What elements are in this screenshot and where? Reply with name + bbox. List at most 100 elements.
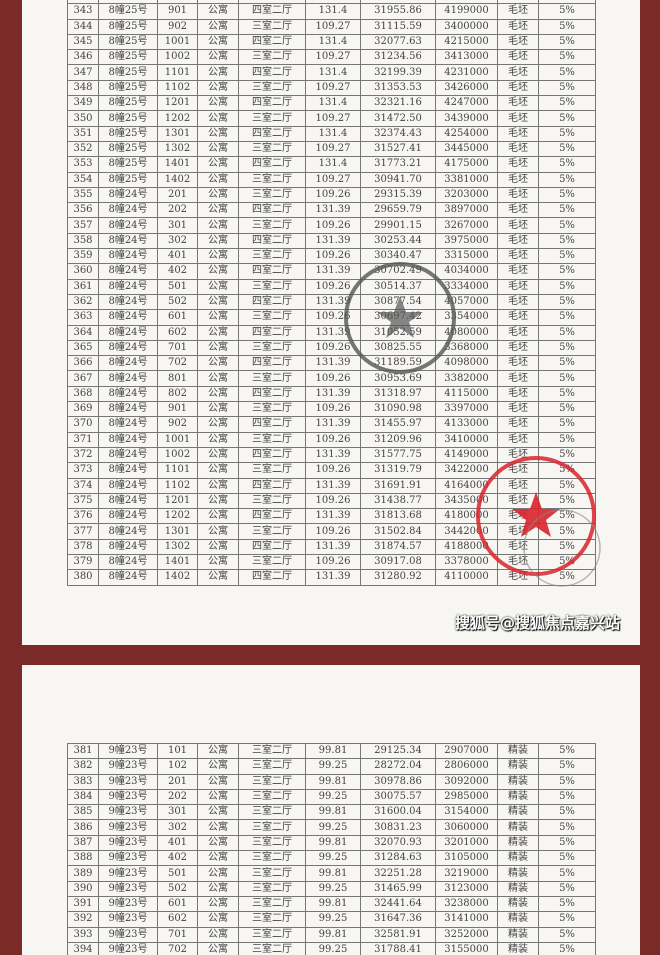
table-row: 348 8幢25号 1102 公寓 三室二厅 109.27 31353.53 3426000 毛… [67,79,596,97]
layout-cell: 三室二厅 [238,911,306,928]
layout-cell: 四室二厅 [238,95,306,112]
total-price-cell: 3105000 [435,850,498,867]
room-cell: 301 [157,804,198,821]
table-row: 351 8幢25号 1301 公寓 四室二厅 131.4 32374.43 4254000 毛坯… [67,125,596,142]
room-cell: 202 [157,202,198,219]
row-number-cell: 352 [67,140,99,158]
building-cell: 9幢23号 [98,926,158,943]
row-number-cell: 373 [67,462,99,479]
layout-cell: 三室二厅 [238,110,306,127]
ratio-cell: 5% [538,202,596,219]
area-cell: 99.25 [305,788,361,806]
decoration-cell: 毛坯 [497,492,539,510]
layout-cell: 四室二厅 [238,416,306,433]
table-row: 383 9幢23号 201 公寓 三室二厅 99.81 30978.86 3092000 精装 5… [67,773,596,790]
total-price-cell: 4254000 [435,125,498,142]
total-price-cell: 3141000 [435,911,498,928]
building-cell: 8幢25号 [98,95,158,112]
table-row: 359 8幢24号 401 公寓 三室二厅 109.26 30340.47 3315000 毛坯… [67,248,596,265]
row-number-cell: 386 [67,819,99,836]
ratio-cell: 5% [538,263,596,280]
decoration-cell: 毛坯 [497,339,539,357]
total-price-cell: 3413000 [435,49,498,66]
unit-price-cell: 30697.42 [360,309,436,326]
row-number-cell: 384 [67,788,99,806]
total-price-cell: 3092000 [435,773,498,790]
layout-cell: 三室二厅 [238,850,306,867]
room-cell: 201 [157,186,198,204]
room-cell: 501 [157,865,198,882]
decoration-cell: 毛坯 [497,416,539,433]
unit-price-cell: 31788.41 [360,941,436,955]
area-cell: 109.26 [305,431,361,448]
building-cell: 8幢24号 [98,309,158,326]
building-cell: 8幢24号 [98,462,158,479]
row-number-cell: 393 [67,926,99,943]
ratio-cell: 5% [538,217,596,234]
building-cell: 8幢24号 [98,248,158,265]
property-type-cell: 公寓 [197,64,239,81]
ratio-cell: 5% [538,18,596,35]
room-cell: 502 [157,880,198,897]
total-price-cell: 3201000 [435,834,498,852]
total-price-cell: 4215000 [435,33,498,51]
ratio-cell: 5% [538,140,596,158]
area-cell: 99.81 [305,773,361,790]
decoration-cell: 毛坯 [497,3,539,20]
property-type-cell: 公寓 [197,431,239,448]
room-cell: 702 [157,355,198,372]
table-row: 392 9幢23号 602 公寓 三室二厅 99.25 31647.36 3141000 精装 5… [67,911,596,928]
row-number-cell: 375 [67,492,99,510]
property-type-cell: 公寓 [197,523,239,540]
unit-price-cell: 30825.55 [360,339,436,357]
total-price-cell: 3400000 [435,18,498,35]
building-cell: 8幢24号 [98,385,158,403]
decoration-cell: 毛坯 [497,370,539,387]
layout-cell: 三室二厅 [238,462,306,479]
decoration-cell: 毛坯 [497,508,539,525]
room-cell: 601 [157,895,198,913]
row-number-cell: 346 [67,49,99,66]
building-cell: 8幢24号 [98,416,158,433]
decoration-cell: 精装 [497,804,539,821]
ratio-cell: 5% [538,293,596,311]
building-cell: 9幢23号 [98,834,158,852]
decoration-cell: 毛坯 [497,202,539,219]
property-type-cell: 公寓 [197,33,239,51]
total-price-cell: 3154000 [435,804,498,821]
area-cell: 131.39 [305,446,361,464]
table-row: 394 9幢23号 702 公寓 三室二厅 99.25 31788.41 3155000 精装 5… [67,941,596,955]
table-row: 367 8幢24号 801 公寓 三室二厅 109.26 30953.69 3382000 毛坯… [67,370,596,387]
unit-price-cell: 31438.77 [360,492,436,510]
table-row: 390 9幢23号 502 公寓 三室二厅 99.25 31465.99 3123000 精装 5… [67,880,596,897]
total-price-cell: 3155000 [435,941,498,955]
layout-cell: 三室二厅 [238,773,306,790]
layout-cell: 三室二厅 [238,401,306,418]
property-type-cell: 公寓 [197,309,239,326]
table-row: 358 8幢24号 302 公寓 四室二厅 131.39 30253.44 3975000 毛坯… [67,232,596,250]
total-price-cell: 4098000 [435,355,498,372]
total-price-cell: 4133000 [435,416,498,433]
property-type-cell: 公寓 [197,895,239,913]
room-cell: 1401 [157,156,198,173]
building-cell: 8幢25号 [98,140,158,158]
row-number-cell: 387 [67,834,99,852]
row-number-cell: 364 [67,324,99,341]
property-type-cell: 公寓 [197,202,239,219]
decoration-cell: 毛坯 [497,446,539,464]
table-row: 382 9幢23号 102 公寓 三室二厅 99.25 28272.04 2806000 精装 5… [67,758,596,775]
room-cell: 602 [157,324,198,341]
table-row: 357 8幢24号 301 公寓 三室二厅 109.26 29901.15 3267000 毛坯… [67,217,596,234]
row-number-cell: 369 [67,401,99,418]
table-row: 376 8幢24号 1202 公寓 四室二厅 131.39 31813.68 4180000 毛… [67,508,596,525]
ratio-cell: 5% [538,385,596,403]
property-type-cell: 公寓 [197,773,239,790]
row-number-cell: 390 [67,880,99,897]
decoration-cell: 精装 [497,834,539,852]
decoration-cell: 毛坯 [497,140,539,158]
unit-price-cell: 30831.23 [360,819,436,836]
area-cell: 131.4 [305,125,361,142]
property-type-cell: 公寓 [197,79,239,97]
unit-price-cell: 30941.70 [360,171,436,188]
layout-cell: 四室二厅 [238,33,306,51]
